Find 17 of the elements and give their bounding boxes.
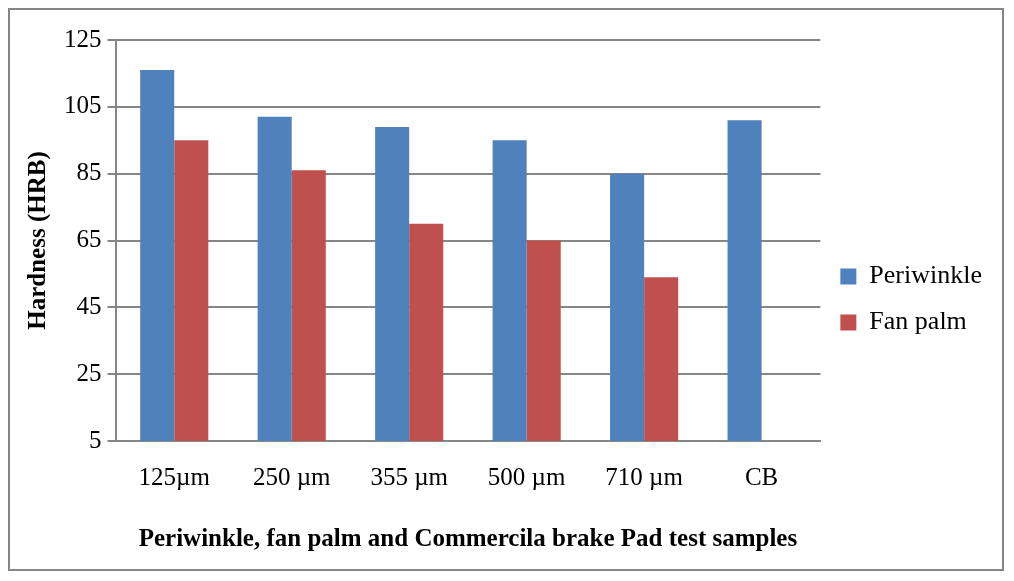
y-tick-label: 45 xyxy=(76,291,102,319)
x-tick-label: CB xyxy=(744,462,779,490)
x-tick-label: 500 µm xyxy=(487,462,567,490)
x-axis-title: Periwinkle, fan palm and Commercila brake Pad test samples xyxy=(138,524,798,552)
y-tick-label: 85 xyxy=(76,158,102,186)
y-tick-label: 25 xyxy=(76,358,102,386)
y-tick-label: 65 xyxy=(76,225,102,253)
y-axis-title: Hardness (HRB) xyxy=(23,151,52,330)
legend-label: Fan palm xyxy=(869,306,967,336)
x-tick-label: 710 µm xyxy=(605,462,684,490)
y-tick-label: 5 xyxy=(89,425,102,453)
x-tick-label: 125µm xyxy=(138,462,211,490)
x-tick-label: 250 µm xyxy=(252,462,332,490)
y-tick-label: 125 xyxy=(64,24,102,52)
x-tick-label: 355 µm xyxy=(370,462,449,490)
legend-label: Periwinkle xyxy=(869,260,983,290)
y-tick-label: 105 xyxy=(64,91,102,119)
